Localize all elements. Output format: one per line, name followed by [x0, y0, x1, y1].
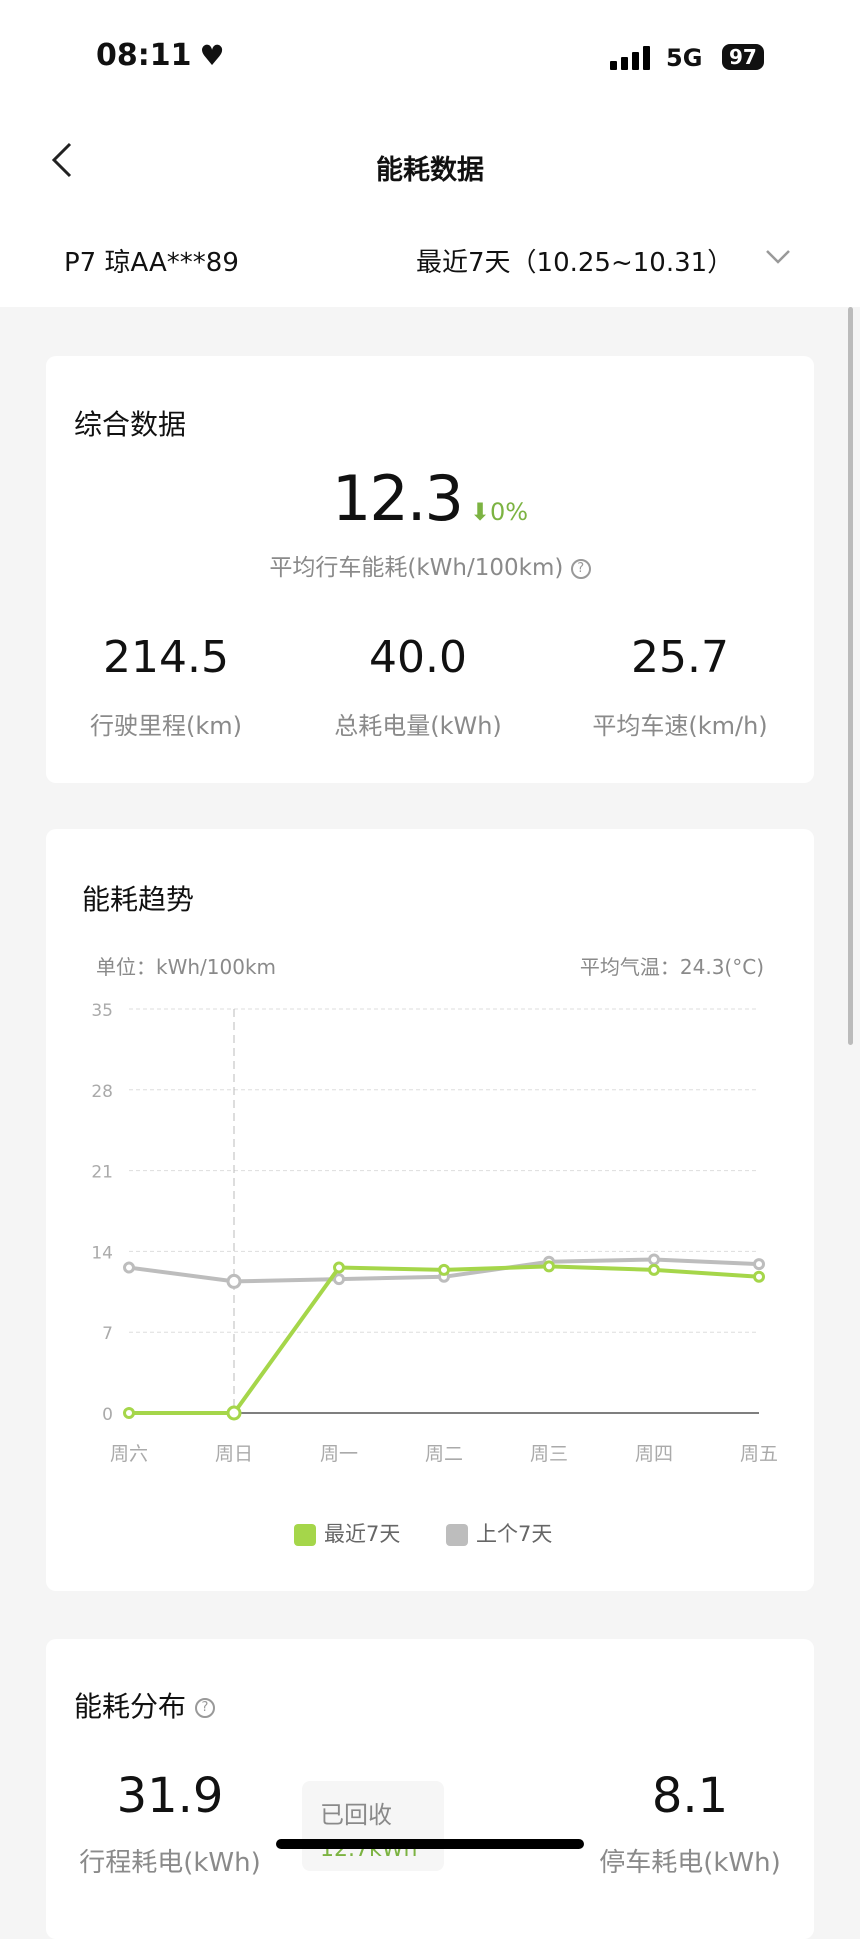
status-time-group: 08:11 ♥	[96, 38, 225, 73]
stat-label: 总耗电量(kWh)	[334, 712, 502, 740]
battery-level: 97	[729, 45, 757, 69]
trip-consumption-value: 31.9	[116, 1768, 224, 1824]
series-line	[129, 1264, 760, 1415]
legend-swatch	[446, 1524, 468, 1546]
x-tick-label: 周一	[320, 1443, 358, 1465]
vehicle-name: P7 琼AA***89	[64, 248, 239, 278]
distribution-title: 能耗分布 ?	[74, 1685, 215, 1725]
data-point	[226, 1273, 242, 1289]
x-tick-label: 周四	[635, 1443, 673, 1465]
signal-icon	[610, 46, 654, 70]
x-tick-label: 周六	[110, 1443, 148, 1465]
back-button[interactable]	[48, 140, 78, 180]
recovered-label: 已回收	[320, 1801, 392, 1829]
data-point	[543, 1260, 555, 1273]
legend-item-recent[interactable]: 最近7天	[294, 1518, 400, 1548]
legend-label: 上个7天	[476, 1522, 553, 1546]
page-title: 能耗数据	[376, 155, 484, 186]
data-point	[753, 1270, 765, 1283]
data-point	[333, 1273, 345, 1286]
trip-consumption-label: 行程耗电(kWh)	[79, 1848, 261, 1878]
data-point	[753, 1258, 765, 1271]
help-icon[interactable]: ?	[194, 1698, 215, 1718]
y-tick-label: 7	[102, 1324, 113, 1344]
avg-temp-label: 平均气温：24.3(°C)	[579, 955, 764, 979]
data-point	[226, 1405, 242, 1421]
parked-consumption-value: 8.1	[651, 1768, 729, 1824]
scrollbar[interactable]	[848, 307, 853, 1045]
unit-label: 单位：kWh/100km	[96, 955, 277, 979]
chevron-left-icon	[51, 142, 72, 178]
y-tick-label: 35	[91, 1001, 113, 1021]
stat-label: 平均车速(km/h)	[592, 712, 768, 740]
trend-card	[46, 829, 814, 1591]
recovered-tooltip: 已回收 12.7kWh	[302, 1781, 444, 1871]
summary-card	[46, 356, 814, 783]
top-area	[0, 0, 860, 307]
legend-label: 最近7天	[324, 1522, 401, 1546]
avg-consumption-value: 12.3	[331, 462, 464, 535]
y-tick-label: 21	[91, 1163, 113, 1183]
data-point	[438, 1263, 450, 1276]
x-tick-label: 周二	[425, 1443, 463, 1465]
stat-label: 行驶里程(km)	[89, 712, 242, 740]
trend-title: 能耗趋势	[82, 883, 195, 916]
network-label: 5G	[666, 44, 703, 72]
arrow-down-icon: ⬇	[469, 498, 491, 526]
distribution-title-text: 能耗分布	[74, 1690, 187, 1723]
data-point	[123, 1407, 135, 1419]
stat-value: 214.5	[103, 632, 229, 683]
period-label: 最近7天（10.25~10.31）	[416, 248, 734, 278]
avg-consumption-row: 12.3 ⬇0%	[0, 462, 860, 535]
stat-value: 25.7	[631, 632, 729, 683]
avg-consumption-label: 平均行车能耗(kWh/100km) ?	[0, 548, 860, 582]
trend-chart[interactable]: 0 7 14 21 28 35 周六 周日 周一 周二 周三 周四 周五	[0, 0, 860, 1864]
x-tick-label: 周三	[530, 1443, 568, 1465]
y-tick-label: 14	[91, 1243, 113, 1263]
y-tick-label: 0	[102, 1405, 113, 1425]
legend-item-previous[interactable]: 上个7天	[446, 1518, 552, 1548]
change-indicator: ⬇0%	[470, 498, 528, 526]
x-tick-label: 周日	[215, 1443, 253, 1465]
y-tick-label: 28	[91, 1082, 113, 1102]
data-point	[648, 1263, 660, 1276]
stat-value: 40.0	[369, 632, 467, 683]
chevron-down-icon	[766, 250, 790, 264]
legend-swatch	[294, 1524, 316, 1546]
parked-consumption-label: 停车耗电(kWh)	[599, 1848, 781, 1878]
help-icon[interactable]: ?	[570, 558, 591, 579]
data-point	[123, 1261, 135, 1274]
home-indicator[interactable]	[276, 1839, 584, 1849]
summary-title: 综合数据	[74, 408, 187, 441]
x-tick-label: 周五	[740, 1443, 778, 1465]
battery-icon: 97	[722, 44, 764, 70]
data-point	[648, 1253, 660, 1266]
period-selector[interactable]: 最近7天（10.25~10.31）	[414, 232, 794, 282]
status-time: 08:11	[96, 38, 192, 73]
avg-label-text: 平均行车能耗(kWh/100km)	[269, 555, 564, 581]
heart-icon: ♥	[199, 39, 225, 72]
change-value: 0%	[490, 498, 529, 526]
data-point	[333, 1261, 345, 1274]
